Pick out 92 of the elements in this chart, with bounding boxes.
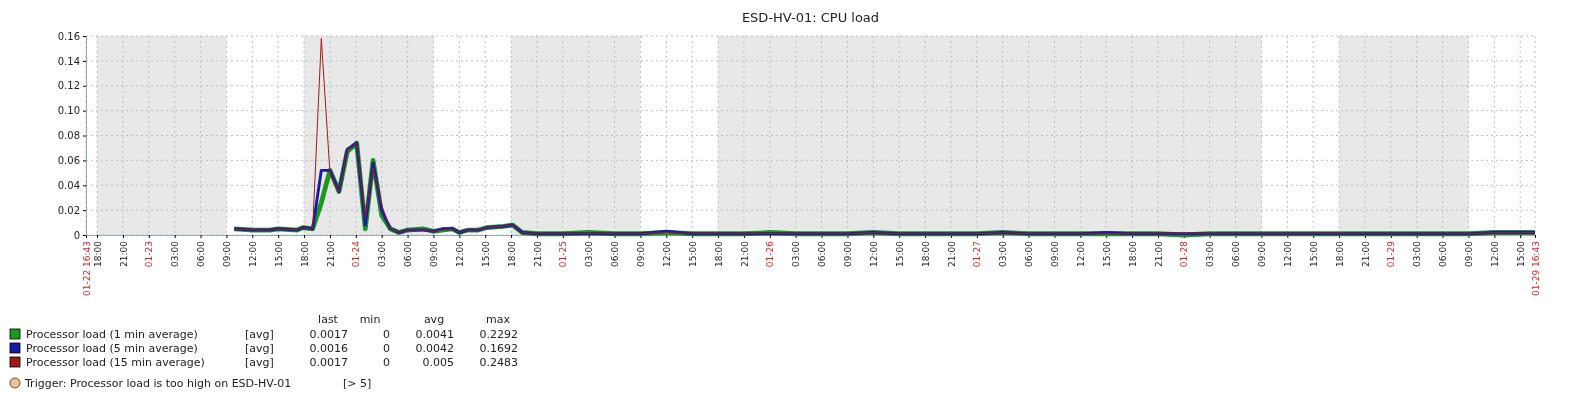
text: last [318, 313, 339, 326]
x-tick-label: 12:00 [661, 240, 672, 267]
x-tick-label: 18:00 [92, 240, 103, 267]
x-tick-label: 21:00 [118, 240, 129, 267]
text: 0.2292 [479, 328, 518, 341]
x-tick-label: 15:00 [1101, 240, 1112, 267]
x-tick-label: 01-29 16:43 [1530, 241, 1541, 296]
y-tick-label: 0.02 [57, 204, 80, 216]
x-tick-label: 03:00 [1412, 240, 1423, 267]
x-tick-label: 12:00 [1075, 240, 1086, 267]
x-tick-label: 15:00 [273, 240, 284, 267]
text: [avg] [245, 342, 274, 355]
x-tick-label: 21:00 [532, 240, 543, 267]
text: 0.1692 [479, 342, 518, 355]
x-tick-label: 15:00 [480, 240, 491, 267]
x-tick-label: 03:00 [377, 240, 388, 267]
text: [avg] [245, 356, 274, 369]
text: 0.0041 [415, 328, 454, 341]
text: 0 [383, 342, 390, 355]
x-tick-label: 01-25 [558, 241, 569, 268]
x-tick-label: 18:00 [920, 240, 931, 267]
x-tick-label: 06:00 [1231, 240, 1242, 267]
y-tick-label: 0.04 [57, 179, 80, 191]
x-tick-label: 18:00 [299, 240, 310, 267]
x-tick-label: 01-22 16:43 [81, 241, 92, 296]
x-tick-label: 18:00 [506, 240, 517, 267]
x-tick-label: 21:00 [946, 240, 957, 267]
text: [avg] [245, 328, 274, 341]
x-tick-label: 12:00 [868, 240, 879, 267]
chart-title: ESD-HV-01: CPU load [741, 10, 880, 25]
x-tick-label: 18:00 [713, 240, 724, 267]
x-tick-label: 01-24 [351, 240, 362, 268]
x-tick-label: 18:00 [1334, 240, 1345, 267]
x-tick-label: 01-28 [1179, 240, 1190, 268]
x-tick-label: 01-27 [972, 241, 983, 268]
x-tick-label: 12:00 [247, 240, 258, 267]
x-tick-label: 03:00 [998, 240, 1009, 267]
x-tick-label: 18:00 [1127, 240, 1138, 267]
x-tick-label: 09:00 [429, 240, 440, 267]
x-tick-label: 21:00 [1360, 240, 1371, 267]
x-tick-label: 03:00 [1205, 240, 1216, 267]
x-tick-label: 21:00 [1153, 240, 1164, 267]
y-tick-label: 0.12 [57, 80, 80, 92]
y-tick-label: 0.08 [57, 130, 80, 142]
text: min [359, 313, 381, 326]
x-tick-label: 03:00 [584, 240, 595, 267]
text: 0 [383, 356, 390, 369]
x-tick-label: 06:00 [196, 240, 207, 267]
x-tick-label: 09:00 [843, 240, 854, 267]
x-tick-label: 03:00 [170, 240, 181, 267]
x-tick-label: 06:00 [610, 240, 621, 267]
y-tick-label: 0.10 [57, 105, 80, 117]
x-tick-label: 06:00 [1438, 240, 1449, 267]
text: avg [423, 313, 445, 326]
x-tick-label: 12:00 [1489, 240, 1500, 267]
text: 0.0017 [309, 328, 348, 341]
y-tick-label: 0.16 [57, 30, 80, 42]
y-tick-label: 0 [73, 229, 80, 241]
text: max [486, 313, 511, 326]
legend-label: Processor load (15 min average) [26, 356, 205, 369]
x-tick-label: 01-26 [765, 240, 776, 268]
x-tick-label: 15:00 [1308, 240, 1319, 267]
text: 0.0017 [309, 356, 348, 369]
x-tick-label: 15:00 [1515, 240, 1526, 267]
text: 0.0016 [309, 342, 348, 355]
text: 0 [383, 328, 390, 341]
x-tick-label: 21:00 [739, 240, 750, 267]
x-tick-label: 09:00 [636, 240, 647, 267]
y-tick-label: 0.14 [57, 55, 80, 67]
x-tick-label: 12:00 [454, 240, 465, 267]
text: 0.0042 [415, 342, 454, 355]
text: 0.2483 [479, 356, 518, 369]
x-tick-label: 09:00 [222, 240, 233, 267]
x-tick-label: 12:00 [1282, 240, 1293, 267]
x-tick-label: 01-23 [144, 241, 155, 268]
x-tick-label: 21:00 [325, 240, 336, 267]
x-tick-label: 03:00 [791, 240, 802, 267]
x-tick-label: 06:00 [1024, 240, 1035, 267]
x-tick-label: 09:00 [1050, 240, 1061, 267]
x-tick-label: 09:00 [1464, 240, 1475, 267]
legend-label: Processor load (1 min average) [26, 328, 198, 341]
x-tick-label: 06:00 [403, 240, 414, 267]
text: 0.005 [422, 356, 454, 369]
x-tick-label: 01-29 [1386, 240, 1397, 268]
x-tick-label: 06:00 [817, 240, 828, 267]
text: [> 5] [343, 377, 372, 390]
x-tick-label: 09:00 [1257, 240, 1268, 267]
x-tick-label: 15:00 [687, 240, 698, 267]
y-tick-label: 0.06 [57, 155, 80, 167]
text: Trigger: Processor load is too high on ESD-HV-01 [24, 377, 292, 390]
legend-label: Processor load (5 min average) [26, 342, 198, 355]
x-tick-label: 15:00 [894, 240, 905, 267]
